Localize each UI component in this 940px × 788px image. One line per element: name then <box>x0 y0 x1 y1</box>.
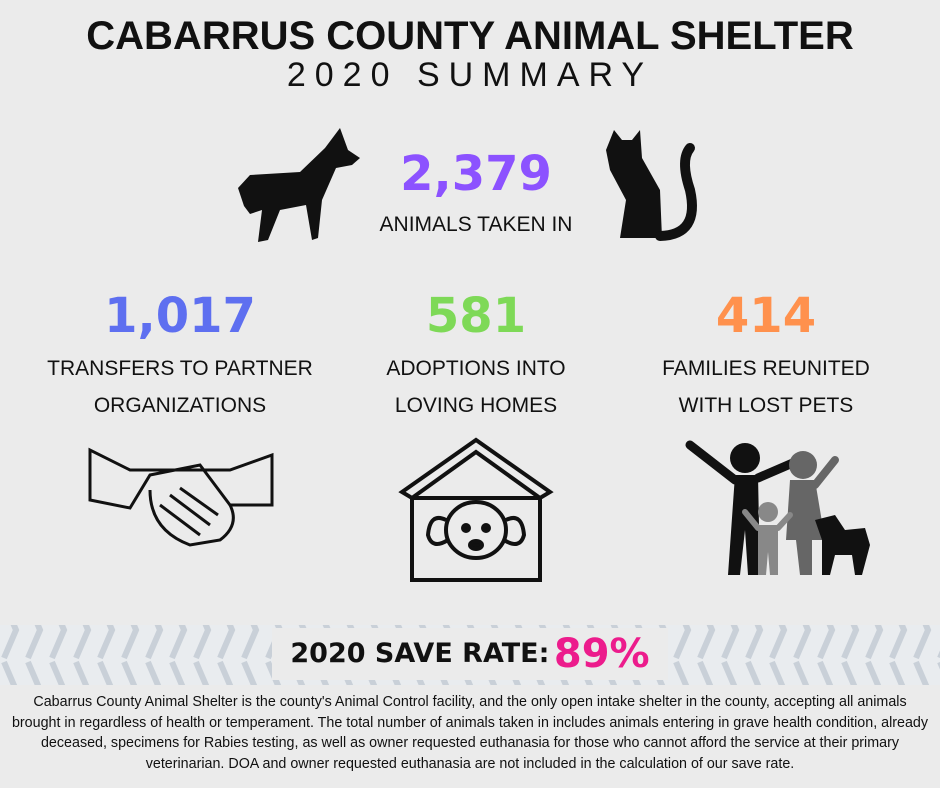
handshake-icon <box>88 447 274 547</box>
stat-value: 581 <box>425 288 527 344</box>
dog-icon <box>238 128 360 242</box>
save-rate: 2020 SAVE RATE: 89% <box>272 628 668 680</box>
doghouse-icon <box>398 437 554 582</box>
title: CABARRUS COUNTY ANIMAL SHELTER <box>86 14 854 58</box>
stat-value: 414 <box>715 288 817 344</box>
stat-label: LOVING HOMES <box>394 394 558 417</box>
save-rate-box <box>272 628 668 680</box>
footer-note: Cabarrus County Animal Shelter is the co… <box>11 694 929 772</box>
save-rate-label: 2020 SAVE RATE: <box>290 638 550 669</box>
main-stat-label: ANIMALS TAKEN IN <box>379 213 573 236</box>
subtitle: 2020 SUMMARY <box>286 56 654 94</box>
stat-label: FAMILIES REUNITED <box>662 357 870 380</box>
family-icon <box>685 440 870 575</box>
cat-icon <box>606 130 697 241</box>
main-stat-value: 2,379 <box>400 146 552 202</box>
stat-label: ORGANIZATIONS <box>93 394 267 417</box>
stat-label: ADOPTIONS INTO <box>386 357 566 380</box>
stat-label: TRANSFERS TO PARTNER <box>47 357 313 380</box>
stat-label: WITH LOST PETS <box>678 394 854 417</box>
stat-value: 1,017 <box>104 288 256 344</box>
save-rate-value: 89% <box>553 631 650 677</box>
